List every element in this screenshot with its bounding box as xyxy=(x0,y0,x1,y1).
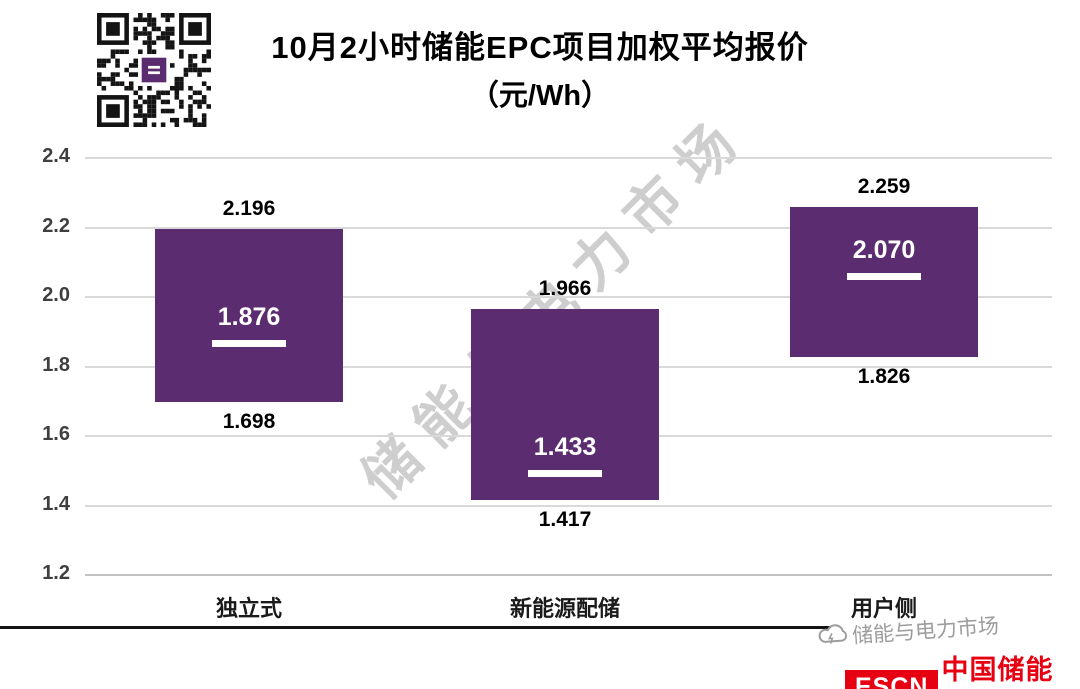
y-axis-tick-label: 1.4 xyxy=(42,492,70,515)
avg-value-label: 2.070 xyxy=(852,235,916,264)
category-label: 新能源配储 xyxy=(509,596,620,621)
escn-logo-box: ESCN xyxy=(845,670,939,689)
avg-marker-line xyxy=(212,340,286,348)
min-value-label: 1.826 xyxy=(857,365,911,389)
category-label: 用户侧 xyxy=(850,596,917,621)
min-value-label: 1.417 xyxy=(538,507,592,531)
category-label: 独立式 xyxy=(215,596,282,621)
qr-code-icon xyxy=(97,13,211,127)
max-value-label: 1.966 xyxy=(538,276,592,300)
footer-divider xyxy=(0,626,830,629)
max-value-label: 2.259 xyxy=(857,174,911,198)
escn-logo-site: 中国储能网 xyxy=(941,655,1054,685)
avg-marker-line xyxy=(528,469,602,477)
min-value-label: 1.698 xyxy=(222,409,276,433)
avg-value-label: 1.876 xyxy=(217,303,281,332)
avg-marker-line xyxy=(847,272,921,280)
gridline xyxy=(85,296,1052,298)
y-axis-tick-label: 2.0 xyxy=(42,284,70,306)
gridline xyxy=(85,504,1052,507)
gridline xyxy=(85,574,1052,576)
chart-subtitle: （元/Wh） xyxy=(469,80,611,112)
y-axis-tick-label: 2.2 xyxy=(42,214,70,237)
chart-title: 10月2小时储能EPC项目加权平均报价 xyxy=(271,30,809,65)
escn-logo: ESCN 中国储能网 xyxy=(845,648,1080,689)
avg-value-label: 1.433 xyxy=(533,432,597,461)
gridline xyxy=(85,226,1052,229)
range-bar xyxy=(471,308,659,500)
range-bar xyxy=(155,228,343,402)
max-value-label: 2.196 xyxy=(222,196,276,220)
gridline xyxy=(85,157,1052,159)
y-axis-tick-label: 1.6 xyxy=(42,423,70,445)
y-axis-tick-label: 2.4 xyxy=(42,145,70,167)
cloud-icon xyxy=(817,621,849,651)
range-bar xyxy=(790,206,978,358)
y-axis-tick-label: 1.2 xyxy=(42,562,70,584)
watermark-footer: 储能与电力市场 xyxy=(817,610,1000,653)
y-axis-tick-label: 1.8 xyxy=(42,353,70,376)
